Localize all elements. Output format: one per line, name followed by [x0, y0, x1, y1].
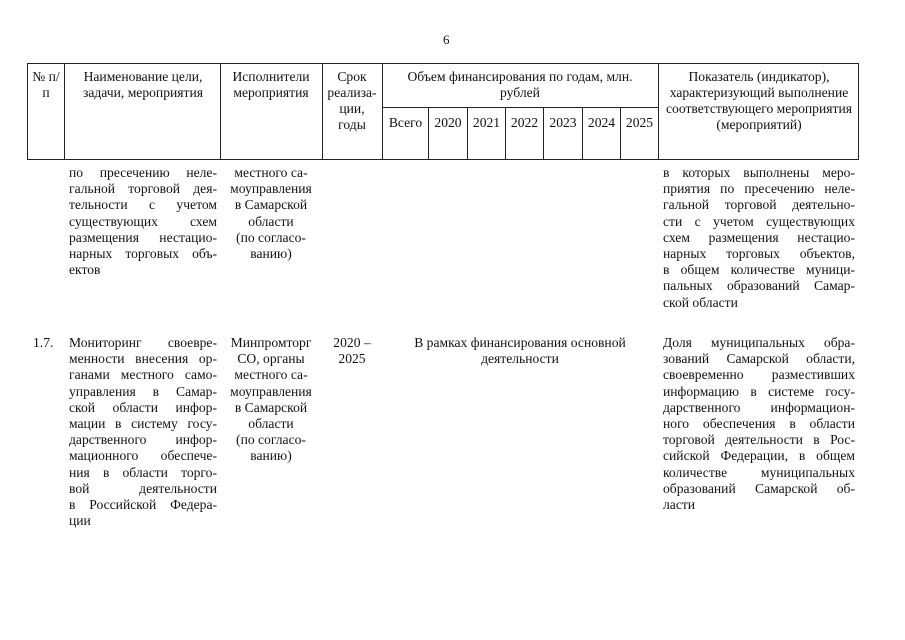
text-line: ской области — [663, 294, 738, 310]
text-line: гальной торговой деятельно- — [663, 197, 855, 213]
text-line: в которых выполнены меро- — [663, 165, 855, 180]
header-num: № п/п — [32, 69, 60, 100]
row-indicator: Доля муниципальных обра-зований Самарско… — [663, 335, 855, 513]
text-line: своевременно разместивших — [663, 367, 855, 383]
text-line: управления в Самар- — [69, 383, 217, 399]
text-line: мационного обеспече- — [69, 448, 217, 464]
text-line: вой деятельности — [69, 480, 217, 496]
row-executors: Минпромторг СО, органы местного са-моуправ… — [222, 335, 320, 465]
text-line: гальной торговой дея- — [69, 181, 217, 197]
row-funding: В рамках финансирования основной деятель… — [414, 335, 626, 367]
text-line: нарных торговых объектов, — [663, 246, 855, 262]
text-line: 2025 — [338, 351, 366, 367]
page-number: 6 — [443, 32, 450, 47]
divider — [428, 107, 429, 160]
divider — [382, 107, 658, 108]
text-line: сти с учетом существующих — [663, 213, 855, 229]
text-line: ного обеспечения в области — [663, 416, 855, 432]
header-name: Наименование цели, задачи, мероприятия — [82, 69, 203, 100]
row-indicator: в которых выполнены меро-приятия по прес… — [663, 165, 855, 311]
divider — [220, 63, 221, 160]
text-line: ской области инфор- — [69, 399, 217, 415]
divider — [467, 107, 468, 160]
text-line: местного са- — [234, 367, 308, 383]
text-line: в общем количестве муници- — [663, 262, 855, 278]
header-funding-2020: 2020 — [434, 115, 462, 130]
text-line: существующих схем — [69, 213, 217, 229]
text-line: образований Самарской об- — [663, 480, 855, 496]
row-num: 1.7. — [33, 335, 54, 350]
header-funding: Объем финансирования по годам, млн. рубл… — [407, 69, 633, 100]
text-line: нарных торговых объ- — [69, 246, 217, 262]
divider — [27, 159, 858, 160]
text-line: приятия по пресечению неле- — [663, 181, 855, 197]
text-line: ванию) — [250, 448, 292, 464]
header-funding-2021: 2021 — [472, 115, 501, 130]
text-line: торговой деятельности в Рос- — [663, 432, 855, 448]
divider — [64, 63, 65, 160]
divider — [382, 63, 383, 160]
header-term: Срок реализа-ции, годы — [327, 69, 377, 132]
text-line: (по согласо- — [236, 229, 306, 245]
divider — [620, 107, 621, 160]
text-line: размещения нестацио- — [69, 229, 217, 245]
header-funding-2023: 2023 — [549, 115, 577, 130]
divider — [582, 107, 583, 160]
text-line: ния в области торго- — [69, 464, 217, 480]
text-line: дарственного информацион- — [663, 399, 855, 415]
divider — [543, 107, 544, 160]
text-line: области — [248, 213, 294, 229]
text-line: ванию) — [250, 246, 292, 262]
row-name: по пресечению неле-гальной торговой дея-… — [69, 165, 217, 278]
row-executors: местного са-моуправления в Самарской облас… — [222, 165, 320, 262]
divider — [27, 63, 858, 64]
header-funding-2024: 2024 — [587, 115, 616, 130]
text-line: зований Самарской области, — [663, 351, 855, 367]
text-line: в Российской Федера- — [69, 497, 217, 513]
text-line: местного са- — [234, 165, 308, 180]
text-line: моуправления — [230, 383, 312, 399]
header-funding-total: Всего — [388, 115, 423, 130]
text-line: мации в систему госу- — [69, 416, 217, 432]
text-line: сийской Федерации, в общем — [663, 448, 855, 464]
text-line: схем размещения нестацио- — [663, 229, 855, 245]
text-line: по пресечению неле- — [69, 165, 217, 180]
row-name: Мониторинг своевре-менности внесения ор-… — [69, 335, 217, 529]
text-line: ции — [69, 513, 91, 529]
text-line: пальных образований Самар- — [663, 278, 855, 294]
text-line: менности внесения ор- — [69, 351, 217, 367]
text-line: в Самарской — [234, 197, 308, 213]
text-line: ектов — [69, 262, 101, 278]
text-line: тельности с учетом — [69, 197, 217, 213]
divider — [858, 63, 859, 160]
text-line: дарственного инфор- — [69, 432, 217, 448]
divider — [27, 63, 28, 160]
text-line: информацию в системе госу- — [663, 383, 855, 399]
row-term: 2020 –2025 — [325, 335, 379, 367]
text-line: области — [248, 416, 294, 432]
header-indicator: Показатель (индикатор), характеризующий … — [666, 69, 852, 132]
text-line: СО, органы — [237, 351, 305, 367]
text-line: количестве муниципальных — [663, 464, 855, 480]
text-line: Минпромторг — [230, 335, 312, 350]
text-line: (по согласо- — [236, 432, 306, 448]
text-line: 2020 – — [333, 335, 371, 350]
header-executors: Исполнители мероприятия — [232, 69, 310, 100]
text-line: Мониторинг своевре- — [69, 335, 217, 350]
text-line: в Самарской — [234, 399, 308, 415]
text-line: ганами местного само- — [69, 367, 217, 383]
divider — [658, 63, 659, 160]
divider — [322, 63, 323, 160]
text-line: ласти — [663, 497, 696, 513]
text-line: моуправления — [230, 181, 312, 197]
header-funding-2022: 2022 — [510, 115, 539, 130]
header-funding-2025: 2025 — [625, 115, 654, 130]
text-line: Доля муниципальных обра- — [663, 335, 855, 350]
divider — [505, 107, 506, 160]
